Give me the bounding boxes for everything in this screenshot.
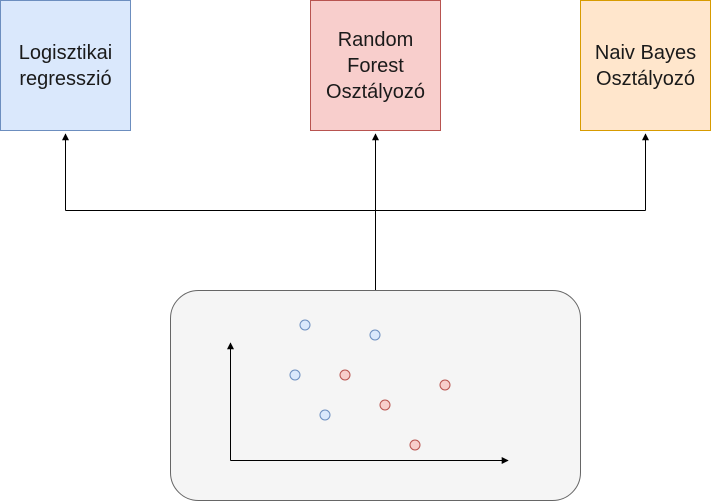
naive-bayes-label: Naiv Bayes Osztályozó: [594, 41, 697, 90]
naive-bayes-box: [580, 0, 711, 131]
logistic-regression-label: Logisztikai regresszió: [18, 41, 113, 90]
data-point-blue: [289, 369, 301, 381]
logistic-regression-box: [0, 0, 131, 131]
data-point-red: [439, 379, 451, 391]
dataset-panel: [170, 290, 581, 501]
data-point-blue: [319, 409, 331, 421]
connectors: [62, 133, 649, 290]
data-point-red: [409, 439, 421, 451]
data-point-blue: [369, 329, 381, 341]
data-point-red: [379, 399, 391, 411]
random-forest-label: Random Forest Osztályozó: [326, 28, 425, 103]
random-forest-box: [310, 0, 441, 131]
data-point-blue: [299, 319, 311, 331]
data-point-red: [339, 369, 351, 381]
